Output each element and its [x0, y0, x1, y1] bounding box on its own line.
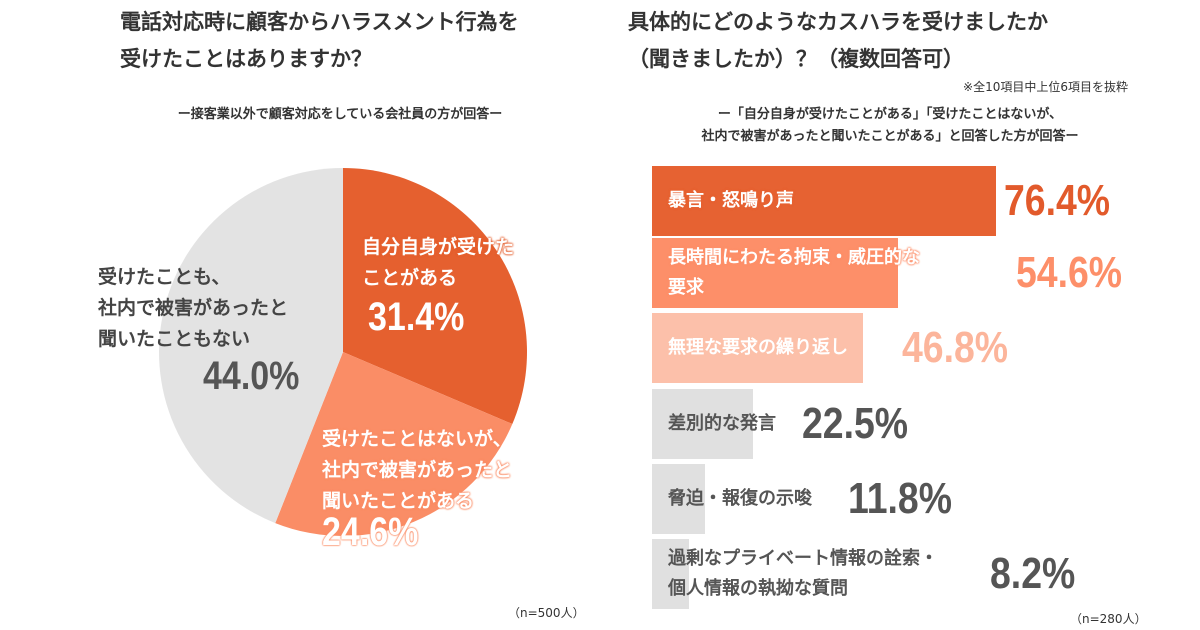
right-sample-size: （n=280人） [1070, 612, 1147, 626]
bar-label: 脅迫・報復の示唆 [668, 484, 812, 514]
left-title-line: 電話対応時に顧客からハラスメント行為を [120, 10, 519, 34]
pie-label-line: 社内で被害があったと [322, 459, 513, 481]
bar [652, 313, 863, 383]
left-sample-size: （n=500人） [508, 606, 585, 620]
bar-label-line: 長時間にわたる拘束・威圧的な [668, 247, 920, 268]
left-title-line: 受けたことはありますか？ [120, 47, 372, 71]
pie-slice [275, 352, 513, 536]
bar [652, 464, 706, 534]
pie-label-line: 社内で被害があったと [98, 297, 289, 319]
bar-label: 過剰なプライベート情報の詮索・ 個人情報の執拗な質問 [668, 544, 938, 604]
bar-value: 22.5% [802, 399, 909, 448]
pie-label-line: 聞いたことがある [322, 490, 475, 512]
bar-label: 差別的な発言 [668, 409, 776, 439]
pie-label-line: 自分自身が受けた [362, 236, 515, 258]
right-title-line: 具体的にどのようなカスハラを受けましたか [628, 10, 1048, 34]
bar-label-line: 過剰なプライベート情報の詮索・ [668, 548, 938, 569]
bar [652, 539, 689, 609]
pie-chart [159, 168, 527, 536]
pie-slice [343, 168, 527, 425]
bar-label-line: 暴言・怒鳴り声 [668, 190, 794, 211]
bar-value: 11.8% [848, 474, 952, 523]
bar-label-line: 無理な要求の繰り返し [668, 337, 848, 358]
right-subtitle: ー「自分自身が受けたことがある」「受けたことはないが、 社内で被害があったと聞い… [640, 104, 1140, 148]
bar-value: 54.6% [1016, 248, 1123, 297]
bar-label-line: 脅迫・報復の示唆 [668, 488, 812, 509]
pie-label-none: 受けたことも、 社内で被害があったと 聞いたこともない 44.0% [98, 262, 316, 398]
bar-label-line: 個人情報の執拗な質問 [668, 578, 848, 599]
pie-label-self: 自分自身が受けた ことがある 31.4% [362, 232, 515, 339]
pie-value: 44.0% [203, 354, 300, 398]
bar-value: 8.2% [990, 549, 1076, 598]
right-title-line: （聞きましたか）？（複数回答可） [628, 47, 964, 71]
pie-value: 24.6% [322, 510, 419, 554]
left-subtitle: ー接客業以外で顧客対応をしている会社員の方が回答ー [177, 107, 503, 122]
right-subtitle-line: 社内で被害があったと聞いたことがある」と回答した方が回答ー [701, 129, 1079, 144]
pie-label-heard: 受けたことはないが、 社内で被害があったと 聞いたことがある 24.6% [322, 424, 513, 554]
right-subtitle-line: ー「自分自身が受けたことがある」「受けたことはないが、 [717, 107, 1063, 122]
left-title: 電話対応時に顧客からハラスメント行為を 受けたことはありますか？ [120, 4, 519, 78]
bar-label-line: 差別的な発言 [668, 413, 776, 434]
bar-label: 暴言・怒鳴り声 [668, 186, 794, 216]
bar-label-line: 要求 [668, 277, 704, 298]
bar-label: 無理な要求の繰り返し [668, 333, 848, 363]
pie-value: 31.4% [368, 295, 465, 339]
bar [652, 238, 898, 308]
right-title: 具体的にどのようなカスハラを受けましたか （聞きましたか）？（複数回答可） [628, 4, 1048, 78]
bar-label: 長時間にわたる拘束・威圧的な 要求 [668, 243, 920, 303]
pie-label-line: 聞いたこともない [98, 328, 251, 350]
pie-label-line: ことがある [362, 267, 458, 289]
right-note: ※全10項目中上位6項目を抜粋 [963, 80, 1128, 94]
bar-value: 76.4% [1004, 176, 1111, 225]
pie-label-line: 受けたことはないが、 [322, 428, 512, 450]
bar [652, 389, 754, 459]
bar-value: 46.8% [902, 323, 1009, 372]
bar [652, 166, 996, 236]
pie-label-line: 受けたことも、 [98, 266, 231, 288]
pie-slice [159, 168, 343, 524]
